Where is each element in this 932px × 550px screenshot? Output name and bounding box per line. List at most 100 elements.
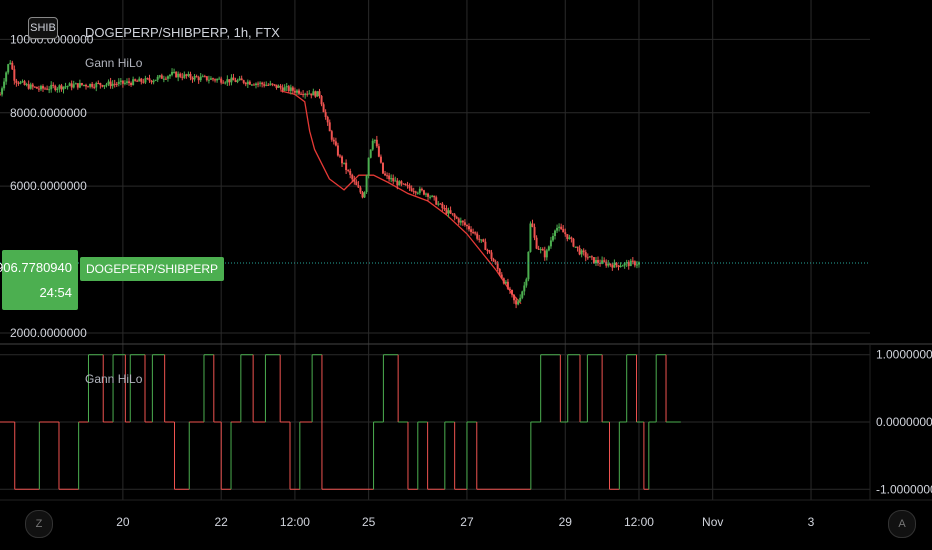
- candle-down: [615, 262, 618, 266]
- candle-down: [191, 77, 194, 80]
- candle-down: [453, 214, 456, 217]
- candle-up: [74, 83, 77, 85]
- zoom-toggle-button[interactable]: Z: [25, 510, 53, 538]
- candle-up: [216, 79, 219, 81]
- candle-down: [414, 191, 417, 193]
- hilo-line: [280, 90, 522, 305]
- candle-down: [375, 139, 378, 147]
- candle-down: [361, 192, 364, 198]
- candle-down: [80, 83, 83, 85]
- candle-up: [390, 178, 393, 180]
- candle-up: [29, 84, 32, 89]
- candle-down: [52, 84, 55, 86]
- candle-down: [222, 82, 225, 84]
- candle-down: [13, 69, 16, 81]
- candle-down: [271, 83, 274, 85]
- candle-up: [635, 264, 638, 266]
- candle-down: [298, 90, 301, 94]
- candle-down: [150, 80, 153, 83]
- candle-up: [246, 81, 249, 85]
- candle-down: [506, 281, 509, 289]
- candle-up: [394, 180, 397, 182]
- candle-up: [295, 90, 298, 93]
- candle-down: [400, 181, 403, 184]
- candle-up: [72, 84, 75, 88]
- candle-down: [597, 260, 600, 263]
- indicator-legend-main[interactable]: Gann HiLo: [85, 56, 143, 70]
- candle-down: [543, 250, 546, 258]
- candle-down: [435, 197, 438, 205]
- candle-down: [275, 84, 278, 88]
- candle-down: [281, 87, 284, 91]
- candle-down: [334, 141, 337, 146]
- candle-up: [431, 195, 434, 197]
- candle-up: [21, 81, 24, 83]
- candle-down: [584, 252, 587, 258]
- candle-up: [64, 86, 67, 88]
- candle-down: [140, 78, 143, 82]
- candle-down: [396, 180, 399, 186]
- candle-up: [607, 263, 610, 266]
- time-tick-label: 25: [362, 515, 376, 529]
- candle-up: [162, 78, 165, 80]
- candle-up: [547, 246, 550, 251]
- candle-up: [551, 236, 554, 241]
- time-tick-label: 22: [215, 515, 229, 529]
- candle-down: [515, 300, 518, 305]
- indicator-tick-label: 1.0000000: [876, 348, 932, 362]
- candle-up: [89, 83, 92, 87]
- candle-up: [68, 83, 71, 87]
- candle-down: [314, 91, 317, 97]
- candle-up: [416, 192, 419, 194]
- candle-down: [535, 237, 538, 249]
- candle-up: [480, 239, 483, 241]
- compare-symbol-badge[interactable]: SHIB: [28, 17, 58, 39]
- candle-down: [420, 188, 423, 191]
- candle-up: [199, 76, 202, 81]
- candle-up: [525, 279, 528, 286]
- candle-up: [7, 64, 10, 73]
- candle-up: [621, 265, 624, 267]
- candle-up: [504, 281, 507, 284]
- candle-down: [42, 86, 45, 89]
- candle-down: [121, 80, 124, 84]
- candle-down: [541, 249, 544, 251]
- candle-down: [328, 122, 331, 132]
- candle-down: [33, 86, 36, 88]
- candle-up: [48, 89, 51, 91]
- candle-down: [433, 195, 436, 198]
- candle-down: [467, 226, 470, 230]
- candle-down: [486, 249, 489, 251]
- current-price-value: 3906.7780940: [0, 260, 72, 275]
- candle-up: [152, 80, 155, 83]
- candle-down: [160, 75, 163, 79]
- candle-up: [107, 81, 110, 85]
- time-axis[interactable]: 20 22 12:00 25 27 29 12:00 Nov 3: [116, 515, 814, 529]
- candle-up: [95, 82, 98, 88]
- candle-down: [175, 71, 178, 78]
- candle-down: [492, 258, 495, 262]
- time-tick-label: 27: [460, 515, 474, 529]
- candle-down: [179, 73, 182, 77]
- candle-down: [242, 80, 245, 83]
- candle-down: [560, 226, 563, 230]
- candle-down: [484, 241, 487, 250]
- candle-down: [609, 263, 612, 266]
- candle-down: [300, 93, 303, 95]
- price-axis-indicator[interactable]: 1.0000000 0.0000000 -1.0000000: [876, 348, 932, 497]
- candle-down: [611, 265, 614, 268]
- auto-scale-button[interactable]: A: [888, 510, 916, 538]
- candle-up: [168, 74, 171, 77]
- candle-up: [517, 301, 520, 305]
- candle-down: [592, 257, 595, 264]
- candle-down: [293, 90, 296, 93]
- candle-up: [255, 83, 258, 86]
- candle-up: [187, 73, 190, 76]
- candle-down: [578, 248, 581, 255]
- candle-up: [429, 196, 432, 198]
- indicator-legend-lower[interactable]: Gann HiLo: [85, 372, 143, 386]
- candle-down: [572, 238, 575, 247]
- candle-up: [201, 76, 204, 78]
- candle-up: [25, 84, 28, 86]
